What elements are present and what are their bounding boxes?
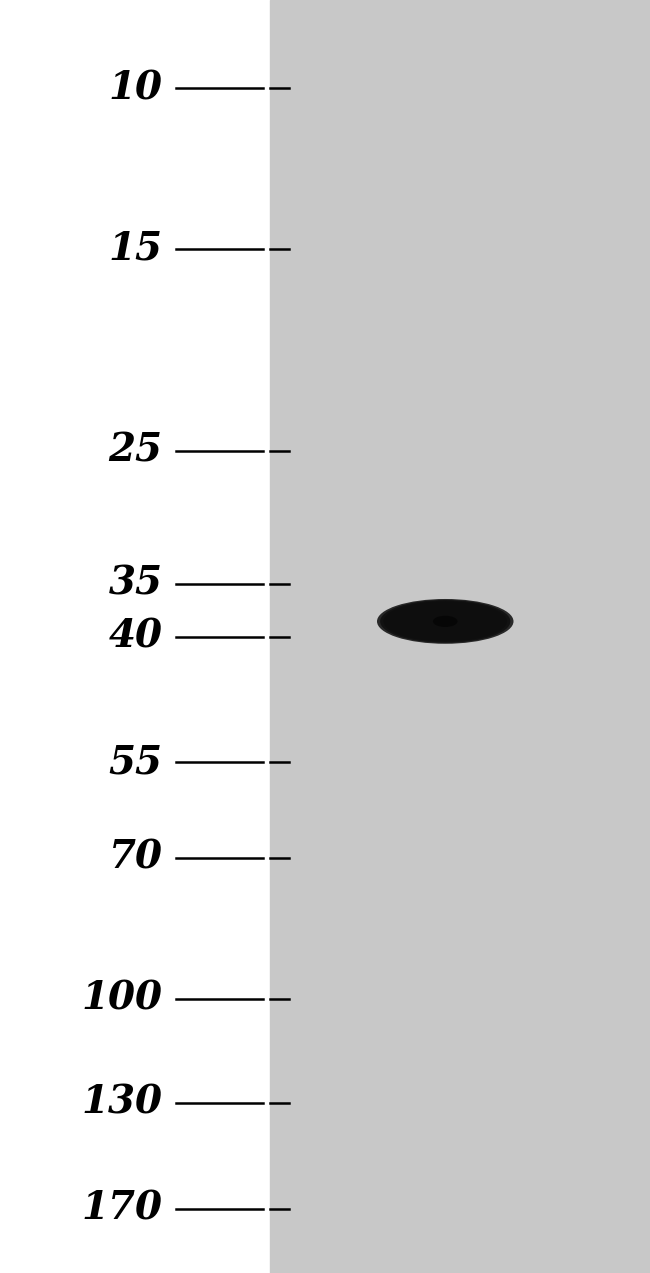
Text: 170: 170 (81, 1190, 162, 1227)
Text: 70: 70 (109, 839, 162, 877)
Ellipse shape (393, 605, 498, 639)
Ellipse shape (417, 612, 473, 630)
Bar (270, 0, 650, 1273)
Ellipse shape (377, 600, 514, 644)
Ellipse shape (424, 615, 467, 629)
Ellipse shape (405, 608, 486, 635)
Text: 15: 15 (109, 229, 162, 267)
Ellipse shape (389, 603, 501, 640)
Text: 35: 35 (109, 565, 162, 602)
Ellipse shape (433, 616, 458, 628)
Ellipse shape (402, 607, 489, 635)
Ellipse shape (442, 620, 448, 622)
Ellipse shape (384, 601, 507, 642)
Ellipse shape (426, 615, 464, 628)
Text: 130: 130 (81, 1083, 162, 1122)
Ellipse shape (386, 602, 504, 640)
Ellipse shape (398, 606, 492, 636)
Ellipse shape (411, 610, 480, 633)
Ellipse shape (439, 620, 452, 624)
Text: 25: 25 (109, 432, 162, 470)
Text: 55: 55 (109, 743, 162, 782)
Text: 10: 10 (109, 69, 162, 107)
Text: 40: 40 (109, 617, 162, 656)
Ellipse shape (414, 611, 476, 631)
Ellipse shape (421, 614, 470, 630)
Ellipse shape (430, 616, 461, 626)
Ellipse shape (408, 610, 482, 634)
Text: 100: 100 (81, 980, 162, 1018)
Ellipse shape (396, 605, 495, 638)
Ellipse shape (433, 617, 458, 625)
Ellipse shape (436, 619, 454, 625)
Ellipse shape (380, 600, 510, 643)
